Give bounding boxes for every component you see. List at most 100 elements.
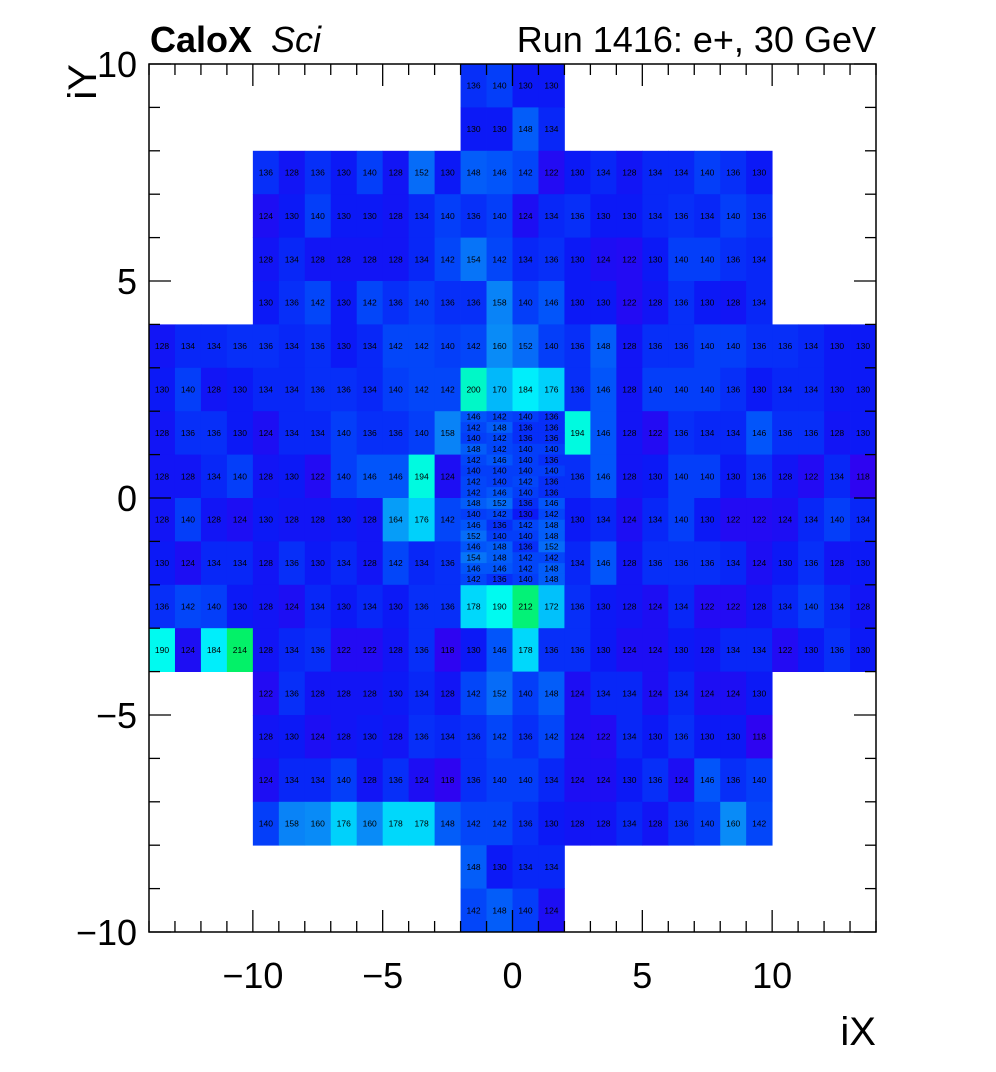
cell-value-label: 130 xyxy=(700,298,714,308)
heatmap-cell xyxy=(668,498,695,542)
heatmap-cell xyxy=(486,454,513,466)
heatmap-cell xyxy=(382,411,410,455)
cell-value-label: 134 xyxy=(285,775,299,785)
cell-value-label: 134 xyxy=(311,775,325,785)
heatmap-cell xyxy=(746,801,773,846)
heatmap-cell xyxy=(642,801,669,846)
cell-value-label: 146 xyxy=(466,542,480,552)
heatmap-cell xyxy=(304,498,332,542)
heatmap-cell xyxy=(720,454,747,499)
heatmap-cell xyxy=(746,671,773,716)
heatmap-cell xyxy=(200,584,228,629)
heatmap-cell xyxy=(252,715,280,759)
cell-value-label: 134 xyxy=(544,862,558,872)
cell-value-label: 128 xyxy=(440,688,454,698)
cell-value-label: 176 xyxy=(337,818,351,828)
heatmap-cell xyxy=(226,454,254,499)
cell-value-label: 146 xyxy=(596,471,610,481)
heatmap-cell xyxy=(486,552,513,564)
heatmap-cell xyxy=(590,150,617,195)
cell-value-label: 130 xyxy=(389,601,403,611)
cell-value-label: 128 xyxy=(207,384,221,394)
cell-value-label: 140 xyxy=(181,384,195,394)
heatmap-cell xyxy=(252,194,280,238)
heatmap-cell xyxy=(850,584,877,629)
heatmap-cell xyxy=(330,758,358,803)
cell-value-label: 142 xyxy=(181,601,195,611)
cell-value-label: 130 xyxy=(389,688,403,698)
heatmap-cell xyxy=(382,150,410,195)
heatmap-cell xyxy=(278,715,306,759)
heatmap-cell xyxy=(174,628,202,672)
heatmap-cell xyxy=(356,411,384,455)
cell-value-label: 130 xyxy=(856,428,870,438)
heatmap-cell xyxy=(850,541,877,586)
cell-value-label: 128 xyxy=(155,341,169,351)
heatmap-cell xyxy=(356,628,384,672)
cell-value-label: 128 xyxy=(337,254,351,264)
heatmap-cell xyxy=(304,194,332,238)
cell-value-label: 136 xyxy=(518,542,532,552)
cell-value-label: 136 xyxy=(570,211,584,221)
cell-value-label: 140 xyxy=(700,167,714,177)
heatmap-cell xyxy=(798,367,825,412)
cell-value-label: 148 xyxy=(466,444,480,454)
cell-value-label: 200 xyxy=(466,384,480,394)
cell-value-label: 142 xyxy=(492,732,506,742)
cell-value-label: 190 xyxy=(155,645,169,655)
cell-value-label: 130 xyxy=(856,645,870,655)
heatmap-cell xyxy=(434,194,461,238)
cell-value-label: 134 xyxy=(544,211,558,221)
cell-value-label: 140 xyxy=(466,509,480,519)
heatmap-cell xyxy=(408,671,436,716)
cell-value-label: 128 xyxy=(389,645,403,655)
heatmap-cell xyxy=(460,715,487,759)
heatmap-cell xyxy=(772,584,799,629)
cell-value-label: 146 xyxy=(596,558,610,568)
cell-value-label: 142 xyxy=(492,444,506,454)
heatmap-cell xyxy=(694,715,721,759)
cell-value-label: 124 xyxy=(648,645,662,655)
heatmap-cell xyxy=(668,367,695,412)
heatmap-cell xyxy=(382,324,410,369)
cell-value-label: 134 xyxy=(233,558,247,568)
heatmap-cell xyxy=(590,758,617,803)
cell-value-label: 124 xyxy=(674,775,688,785)
cell-value-label: 140 xyxy=(544,341,558,351)
cell-value-label: 130 xyxy=(778,558,792,568)
heatmap-cell xyxy=(772,498,799,542)
cell-value-label: 140 xyxy=(518,531,532,541)
heatmap-cell xyxy=(824,584,851,629)
heatmap-cell xyxy=(278,411,306,455)
heatmap-cell xyxy=(460,498,487,510)
cell-value-label: 124 xyxy=(596,254,610,264)
cell-value-label: 128 xyxy=(311,515,325,525)
heatmap-cell xyxy=(564,411,591,455)
heatmap-cell xyxy=(668,584,695,629)
cell-value-label: 136 xyxy=(830,645,844,655)
heatmap-cell xyxy=(486,324,513,369)
cell-value-label: 128 xyxy=(622,558,636,568)
cell-value-label: 130 xyxy=(492,124,506,134)
cell-value-label: 128 xyxy=(363,775,377,785)
heatmap-cell xyxy=(460,443,487,455)
cell-value-label: 130 xyxy=(648,732,662,742)
heatmap-cell xyxy=(512,411,539,423)
cell-value-label: 130 xyxy=(752,384,766,394)
cell-value-label: 130 xyxy=(726,471,740,481)
cell-value-label: 118 xyxy=(856,471,870,481)
cell-value-label: 136 xyxy=(570,341,584,351)
heatmap-cell xyxy=(694,367,721,412)
heatmap-cell xyxy=(382,715,410,759)
heatmap-cell xyxy=(460,888,487,933)
title-left-bold: CaloX xyxy=(150,19,252,60)
heatmap-cell xyxy=(642,715,669,759)
x-axis-label: iX xyxy=(840,1010,876,1054)
heatmap-cell xyxy=(356,150,384,195)
cell-value-label: 130 xyxy=(726,732,740,742)
cell-value-label: 128 xyxy=(648,298,662,308)
heatmap-cell xyxy=(564,281,591,325)
heatmap-cell xyxy=(512,367,539,412)
heatmap-cell xyxy=(330,715,358,759)
cell-value-label: 140 xyxy=(492,466,506,476)
